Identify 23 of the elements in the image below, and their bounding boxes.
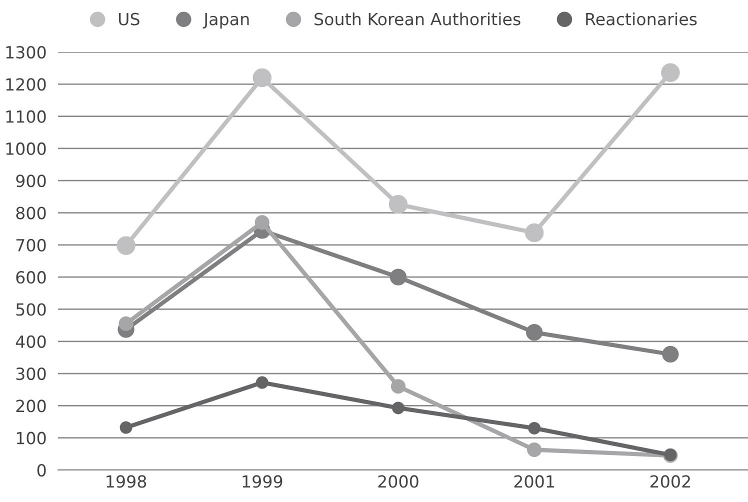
- y-tick-label: 200: [16, 400, 46, 412]
- y-tick-label: 0: [37, 464, 46, 477]
- x-tick-label: 1998: [106, 475, 146, 488]
- y-tick-label: 1200: [6, 78, 46, 91]
- x-tick-label: 2000: [378, 475, 418, 488]
- y-tick-label: 1100: [6, 110, 46, 123]
- y-tick-label: 700: [16, 238, 46, 252]
- y-tick-label: 300: [16, 368, 46, 380]
- legend-label: South Korean Authorities: [314, 12, 520, 26]
- y-tick-label: 400: [16, 335, 46, 348]
- y-tick-label: 1000: [6, 142, 46, 156]
- y-tick-label: 800: [16, 206, 46, 220]
- legend-label: Reactionaries: [586, 12, 697, 26]
- y-tick-label: 1300: [6, 46, 46, 59]
- x-tick-label: 1999: [242, 475, 282, 488]
- y-tick-label: 100: [16, 432, 46, 444]
- x-tick-label: 2001: [514, 475, 554, 488]
- legend-label: US: [119, 12, 140, 26]
- x-tick-label: 2002: [650, 475, 690, 488]
- y-tick-label: 900: [16, 174, 46, 188]
- legend-label: Japan: [202, 13, 249, 29]
- y-tick-label: 600: [16, 271, 46, 284]
- y-tick-label: 500: [16, 303, 46, 316]
